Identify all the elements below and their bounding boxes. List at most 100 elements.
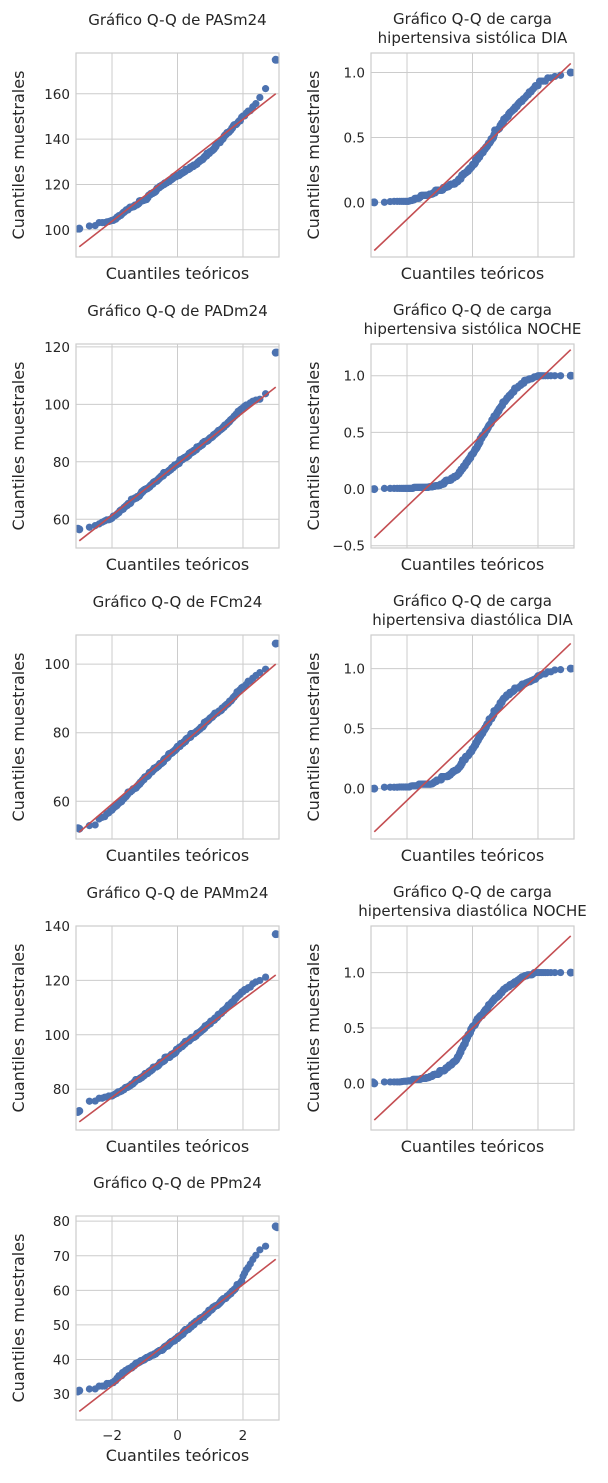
qq-panel-9: 30 40 50 60 70 80 −2 0 2 Cuantiles teóricos Cuanti…	[9, 1174, 280, 1465]
data-point	[371, 1079, 379, 1088]
y-tick-label: 100	[44, 223, 70, 239]
data-point	[256, 1246, 264, 1254]
data-point	[566, 664, 574, 673]
reference-line	[373, 349, 572, 539]
y-tick-label: 100	[44, 657, 70, 673]
data-point	[85, 822, 94, 830]
plot-frame	[75, 634, 280, 840]
qq-panel-3: 60 80 100 120 Cuantiles teóricos Cuantiles mu…	[9, 302, 280, 574]
y-tick-label: −0.5	[332, 539, 365, 555]
chart-title: hipertensiva diastólica NOCHE	[358, 902, 587, 920]
y-tick-label: 140	[44, 132, 70, 148]
y-tick-label: 50	[53, 1318, 70, 1334]
y-tick-label: 70	[53, 1249, 70, 1265]
data-point	[91, 821, 99, 829]
data-point	[76, 1386, 84, 1395]
data-point	[556, 968, 565, 977]
data-point	[380, 783, 389, 791]
data-point	[371, 198, 379, 207]
qq-panel-8: 0.0 0.5 1.0 Cuantiles teóricos Cuantiles mue…	[304, 883, 587, 1156]
y-tick-label: 60	[53, 794, 70, 810]
plot-frame	[370, 343, 575, 549]
data-point	[256, 976, 264, 985]
data-point	[76, 224, 84, 233]
y-tick-label: 120	[44, 340, 70, 356]
data-point	[556, 666, 565, 674]
y-axis-label: Cuantiles muestrales	[9, 944, 28, 1113]
y-tick-label: 80	[53, 1214, 70, 1230]
data-point	[566, 371, 574, 380]
y-tick-label: 0.5	[344, 130, 365, 146]
y-tick-label: 80	[53, 1082, 70, 1098]
data-point	[551, 968, 559, 977]
y-tick-label: 1.0	[344, 65, 365, 81]
y-tick-label: 0.5	[344, 1021, 365, 1037]
y-axis-label: Cuantiles muestrales	[304, 944, 323, 1113]
reference-line	[78, 1258, 277, 1412]
data-point	[556, 71, 565, 79]
data-point	[271, 55, 279, 64]
data-point	[551, 666, 559, 674]
plot-frame	[75, 52, 280, 258]
qq-panel-7: 80 100 120 140 Cuantiles teóricos Cuantiles m…	[9, 884, 280, 1156]
data-point	[566, 968, 574, 977]
sample-points	[76, 55, 279, 233]
data-point	[85, 1385, 94, 1393]
chart-title: Gráfico Q-Q de PADm24	[87, 302, 268, 320]
plot-frame	[370, 925, 575, 1131]
y-tick-label: 1.0	[344, 369, 365, 385]
x-axis-label: Cuantiles teóricos	[106, 264, 250, 283]
data-point	[271, 639, 279, 648]
y-tick-label: 60	[53, 1283, 70, 1299]
qq-panel-5: 60 80 100 Cuantiles teóricos Cuantiles muest…	[9, 593, 280, 865]
x-axis-label: Cuantiles teóricos	[401, 846, 545, 865]
qq-panel-6: 0.0 0.5 1.0 Cuantiles teóricos Cuantiles mue…	[304, 592, 575, 865]
y-axis-label: Cuantiles muestrales	[304, 653, 323, 822]
y-tick-label: 100	[44, 397, 70, 413]
x-axis-label: Cuantiles teóricos	[401, 1137, 545, 1156]
data-point	[256, 93, 264, 102]
y-axis-label: Cuantiles muestrales	[304, 362, 323, 531]
y-tick-label: 0.0	[344, 782, 365, 798]
chart-title: Gráfico Q-Q de carga	[393, 883, 552, 901]
x-axis-label: Cuantiles teóricos	[106, 1446, 250, 1465]
y-tick-label: 0.5	[344, 722, 365, 738]
y-tick-label: 1.0	[344, 966, 365, 982]
data-point	[380, 484, 389, 492]
data-point	[76, 1106, 84, 1115]
chart-title: Gráfico Q-Q de PPm24	[93, 1174, 262, 1192]
data-point	[76, 525, 84, 534]
plot-frame	[75, 343, 280, 549]
data-point	[551, 372, 559, 380]
y-axis-label: Cuantiles muestrales	[9, 1234, 28, 1403]
data-point	[256, 668, 264, 677]
y-tick-label: 140	[44, 919, 70, 935]
y-tick-label: 0.0	[344, 195, 365, 211]
plot-frame	[370, 634, 575, 840]
data-point	[556, 372, 565, 380]
reference-line	[78, 386, 277, 542]
reference-line	[78, 663, 277, 833]
y-tick-label: 0.0	[344, 482, 365, 498]
chart-title: Gráfico Q-Q de FCm24	[93, 593, 263, 611]
plot-frame	[75, 1215, 280, 1421]
reference-line	[373, 642, 572, 833]
chart-title: Gráfico Q-Q de PAMm24	[87, 884, 269, 902]
y-tick-label: 30	[53, 1387, 70, 1403]
data-point	[261, 1242, 270, 1250]
y-tick-label: 80	[53, 726, 70, 742]
y-tick-label: 40	[53, 1352, 70, 1368]
data-point	[261, 85, 270, 93]
chart-title: Gráfico Q-Q de carga	[393, 10, 552, 28]
data-point	[261, 973, 270, 981]
data-point	[551, 72, 559, 81]
y-axis-label: Cuantiles muestrales	[9, 362, 28, 531]
qq-panel-1: 100 120 140 160 Cuantiles teóricos Cuantiles …	[9, 11, 280, 283]
data-point	[566, 68, 574, 77]
chart-title: Gráfico Q-Q de carga	[393, 592, 552, 610]
x-tick-label: 0	[173, 1428, 182, 1444]
data-point	[252, 1251, 260, 1259]
reference-line	[78, 93, 277, 248]
y-tick-label: 100	[44, 1028, 70, 1044]
